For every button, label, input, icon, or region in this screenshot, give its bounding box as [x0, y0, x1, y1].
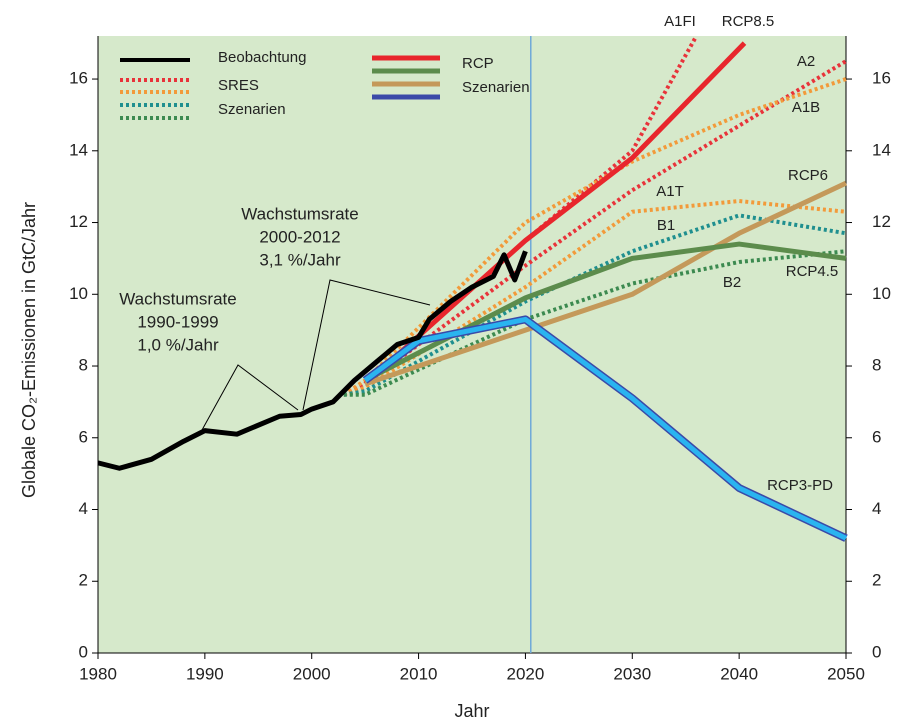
annotation: 1,0 %/Jahr [137, 335, 219, 354]
x-tick-label: 2000 [293, 664, 331, 683]
y2-tick-label: 12 [872, 212, 891, 231]
x-tick-label: 1980 [79, 664, 117, 683]
y-tick-label: 0 [79, 642, 88, 661]
y-tick-label: 12 [69, 212, 88, 231]
legend-label: Beobachtung [218, 49, 306, 66]
annotation: 2000-2012 [259, 227, 340, 246]
series-line [343, 199, 847, 397]
annotation: Wachstumsrate [241, 204, 358, 223]
series-label: RCP6 [788, 167, 828, 184]
x-tick-label: 1990 [186, 664, 224, 683]
y2-tick-label: 2 [872, 571, 881, 590]
annotation: 3,1 %/Jahr [259, 250, 341, 269]
legend-label: Szenarien [462, 79, 530, 96]
y2-tick-label: 10 [872, 284, 891, 303]
y-tick-label: 16 [69, 69, 88, 88]
series-line [342, 77, 847, 397]
annotation-callouts [201, 279, 431, 431]
series-label: B1 [657, 217, 675, 234]
series-line [342, 35, 699, 397]
x-tick-label: 2040 [720, 664, 758, 683]
y-tick-label: 6 [79, 427, 88, 446]
y2-tick-label: 0 [872, 642, 881, 661]
series-label: B2 [723, 274, 741, 291]
y-tick-label: 14 [69, 140, 88, 159]
y2-tick-label: 8 [872, 356, 881, 375]
legend: Beobachtung SRES Szenarien RCP Szenarien [120, 49, 530, 120]
series-line [363, 316, 848, 541]
series-line [342, 59, 848, 397]
y-tick-label: 10 [69, 284, 88, 303]
series-line [343, 249, 847, 397]
series-label: A1T [656, 183, 684, 200]
series-label: RCP8.5 [722, 13, 775, 30]
legend-label: SRES [218, 77, 259, 94]
annotation: Wachstumsrate [119, 289, 236, 308]
annotation: 1990-1999 [137, 312, 218, 331]
y-axis-label: Globale CO₂-Emissionen in GtC/Jahr [19, 202, 39, 498]
y2-tick-label: 14 [872, 140, 891, 159]
x-tick-label: 2010 [400, 664, 438, 683]
series-line [363, 41, 747, 386]
series-line [363, 241, 847, 383]
x-tick-label: 2030 [613, 664, 651, 683]
series-label: A2 [797, 53, 815, 70]
x-axis-label: Jahr [454, 701, 489, 721]
y2-tick-label: 16 [872, 69, 891, 88]
x-tick-label: 2050 [827, 664, 865, 683]
y-tick-label: 2 [79, 571, 88, 590]
y2-tick-label: 6 [872, 427, 881, 446]
y-tick-label: 8 [79, 356, 88, 375]
series-label: RCP3-PD [767, 477, 833, 494]
series-label: A1B [792, 99, 820, 116]
y2-tick-label: 4 [872, 499, 881, 518]
x-tick-label: 2020 [507, 664, 545, 683]
y-tick-label: 4 [79, 499, 88, 518]
series-line [364, 180, 848, 387]
series-label: A1FI [664, 13, 696, 30]
legend-label: RCP [462, 55, 494, 72]
series-label: RCP4.5 [786, 263, 839, 280]
series-line [97, 250, 528, 471]
legend-label: Szenarien [218, 101, 286, 118]
